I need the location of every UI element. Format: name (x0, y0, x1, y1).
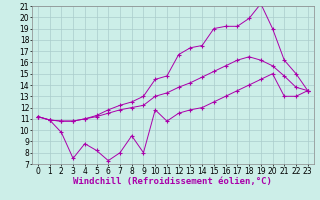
X-axis label: Windchill (Refroidissement éolien,°C): Windchill (Refroidissement éolien,°C) (73, 177, 272, 186)
